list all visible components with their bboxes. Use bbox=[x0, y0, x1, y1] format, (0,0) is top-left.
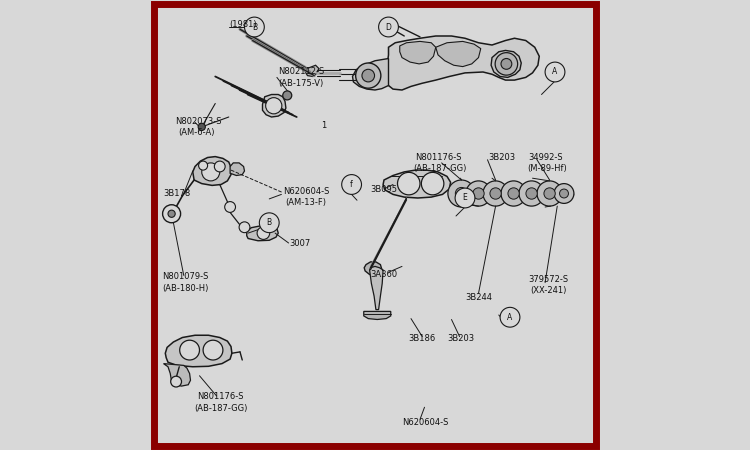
Text: 379572-S: 379572-S bbox=[528, 274, 568, 284]
Circle shape bbox=[180, 340, 200, 360]
Circle shape bbox=[422, 172, 444, 195]
Circle shape bbox=[171, 376, 182, 387]
Text: (1981): (1981) bbox=[229, 20, 256, 29]
Text: A: A bbox=[507, 313, 513, 322]
Text: 3B203: 3B203 bbox=[488, 153, 515, 162]
Polygon shape bbox=[305, 65, 319, 77]
Text: (AB-187-GG): (AB-187-GG) bbox=[413, 164, 466, 173]
Circle shape bbox=[257, 227, 270, 239]
Circle shape bbox=[266, 98, 282, 114]
Circle shape bbox=[356, 63, 381, 88]
Circle shape bbox=[202, 163, 220, 181]
Circle shape bbox=[519, 181, 544, 206]
Polygon shape bbox=[352, 58, 388, 90]
Polygon shape bbox=[386, 36, 539, 90]
Circle shape bbox=[214, 161, 225, 172]
Text: 3B186: 3B186 bbox=[408, 334, 435, 343]
Text: 3B095: 3B095 bbox=[370, 184, 398, 194]
Text: N801176-S: N801176-S bbox=[197, 392, 244, 401]
Circle shape bbox=[495, 53, 517, 75]
Circle shape bbox=[455, 187, 467, 200]
Polygon shape bbox=[193, 157, 231, 185]
Polygon shape bbox=[436, 41, 481, 67]
Text: 3007: 3007 bbox=[290, 238, 310, 248]
Text: f: f bbox=[350, 180, 353, 189]
Circle shape bbox=[483, 181, 508, 206]
Circle shape bbox=[544, 188, 555, 199]
Text: N801079-S: N801079-S bbox=[163, 272, 209, 281]
Text: E: E bbox=[463, 194, 467, 202]
Circle shape bbox=[398, 172, 420, 195]
Circle shape bbox=[466, 181, 491, 206]
Circle shape bbox=[500, 307, 520, 327]
Circle shape bbox=[342, 175, 362, 194]
Circle shape bbox=[239, 222, 250, 233]
Circle shape bbox=[163, 205, 181, 223]
Text: 3B178: 3B178 bbox=[164, 189, 190, 198]
Text: N620604-S: N620604-S bbox=[402, 418, 448, 427]
Circle shape bbox=[448, 180, 475, 207]
Text: 1: 1 bbox=[321, 122, 326, 130]
Text: N802073-S: N802073-S bbox=[175, 117, 221, 126]
Text: (AB-180-H): (AB-180-H) bbox=[163, 284, 209, 292]
Circle shape bbox=[379, 17, 398, 37]
Polygon shape bbox=[383, 170, 451, 198]
Circle shape bbox=[244, 17, 264, 37]
Circle shape bbox=[545, 62, 565, 82]
Circle shape bbox=[501, 181, 526, 206]
Circle shape bbox=[490, 188, 501, 199]
Text: (AB-175-V): (AB-175-V) bbox=[278, 79, 323, 88]
Text: N802112-S: N802112-S bbox=[278, 68, 325, 76]
Polygon shape bbox=[262, 94, 286, 117]
Circle shape bbox=[526, 188, 537, 199]
Text: (M-89-Hf): (M-89-Hf) bbox=[527, 164, 567, 173]
Circle shape bbox=[560, 189, 568, 198]
Polygon shape bbox=[247, 226, 278, 241]
Polygon shape bbox=[400, 41, 436, 64]
Text: (AB-187-GG): (AB-187-GG) bbox=[194, 404, 248, 413]
Circle shape bbox=[455, 188, 475, 208]
Text: N801176-S: N801176-S bbox=[416, 153, 462, 162]
Circle shape bbox=[283, 91, 292, 100]
Polygon shape bbox=[491, 50, 521, 77]
Text: (AM-6-A): (AM-6-A) bbox=[178, 128, 214, 137]
Text: 34992-S: 34992-S bbox=[528, 153, 562, 162]
Text: 3B244: 3B244 bbox=[465, 292, 492, 302]
Polygon shape bbox=[164, 364, 190, 386]
Polygon shape bbox=[230, 163, 244, 176]
Circle shape bbox=[472, 188, 484, 199]
Text: (XX-241): (XX-241) bbox=[530, 286, 567, 295]
Circle shape bbox=[508, 188, 519, 199]
Text: (AM-13-F): (AM-13-F) bbox=[285, 198, 326, 207]
Circle shape bbox=[501, 58, 512, 69]
Text: A: A bbox=[552, 68, 557, 76]
Circle shape bbox=[225, 202, 236, 212]
Circle shape bbox=[554, 184, 574, 203]
Text: D: D bbox=[386, 22, 392, 32]
Circle shape bbox=[537, 181, 562, 206]
Circle shape bbox=[362, 69, 374, 82]
Text: B: B bbox=[267, 218, 272, 227]
Polygon shape bbox=[364, 262, 382, 275]
Text: N620604-S: N620604-S bbox=[283, 187, 329, 196]
Circle shape bbox=[199, 161, 208, 170]
Circle shape bbox=[203, 340, 223, 360]
Polygon shape bbox=[370, 266, 383, 310]
Polygon shape bbox=[165, 335, 232, 367]
Text: 3B203: 3B203 bbox=[447, 334, 474, 343]
Text: B: B bbox=[252, 22, 257, 32]
Text: 3A360: 3A360 bbox=[370, 270, 398, 279]
Circle shape bbox=[168, 210, 176, 217]
Circle shape bbox=[198, 123, 206, 130]
Circle shape bbox=[260, 213, 279, 233]
Polygon shape bbox=[364, 311, 391, 320]
